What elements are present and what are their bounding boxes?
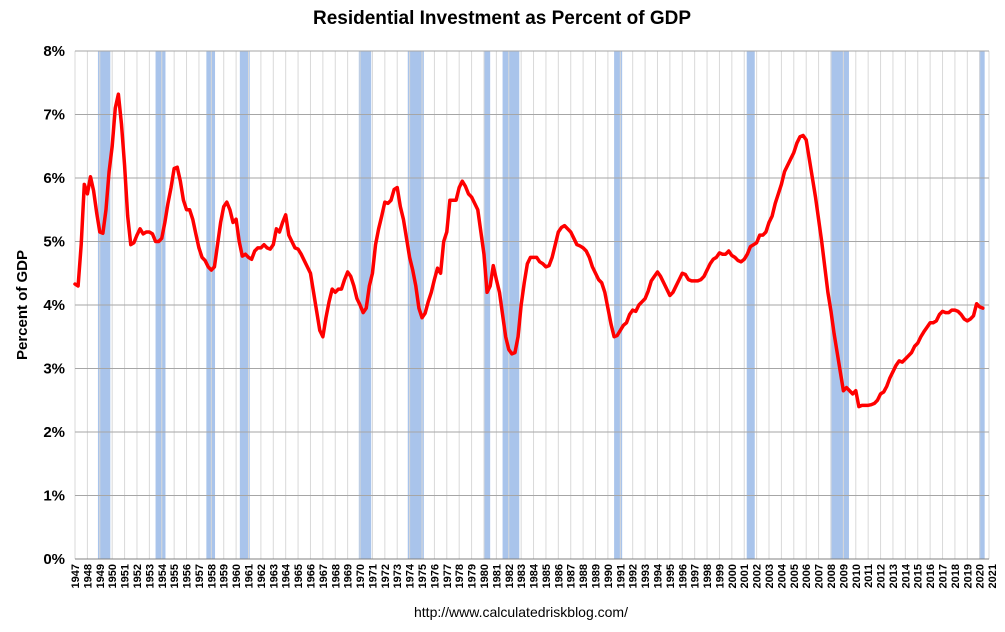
x-tick-label: 1947 xyxy=(70,564,82,588)
source-url: http://www.calculatedriskblog.com/ xyxy=(414,604,628,620)
y-tick-label: 2% xyxy=(43,424,65,441)
y-tick-label: 6% xyxy=(43,170,65,187)
x-tick-label: 2012 xyxy=(876,564,888,588)
x-tick-label: 1994 xyxy=(652,563,664,588)
x-tick-label: 1978 xyxy=(454,564,466,588)
x-tick-label: 2016 xyxy=(925,564,937,588)
x-tick-label: 1949 xyxy=(95,564,107,588)
x-tick-label: 1980 xyxy=(479,564,491,588)
y-tick-label: 8% xyxy=(43,43,65,60)
y-tick-label: 0% xyxy=(43,551,65,568)
x-tick-label: 1953 xyxy=(144,564,156,588)
x-tick-label: 1995 xyxy=(665,564,677,588)
x-tick-label: 2009 xyxy=(838,564,850,588)
x-tick-label: 1964 xyxy=(281,563,293,588)
x-tick-label: 1983 xyxy=(516,564,528,588)
x-tick-label: 2010 xyxy=(851,564,863,588)
x-tick-label: 1989 xyxy=(591,564,603,588)
series-line xyxy=(73,92,985,409)
x-tick-label: 2015 xyxy=(913,564,925,588)
x-tick-label: 1950 xyxy=(107,564,119,588)
x-tick-label: 1972 xyxy=(380,564,392,588)
y-tick-labels: 0% 1% 2% 3% 4% 5% 6% 7% 8% xyxy=(43,43,65,568)
data-series xyxy=(73,92,985,409)
x-tick-label: 1952 xyxy=(132,564,144,588)
x-tick-label: 2017 xyxy=(938,564,950,588)
x-tick-label: 1996 xyxy=(677,564,689,588)
x-tick-label: 2011 xyxy=(863,564,875,588)
x-tick-label: 1986 xyxy=(553,564,565,588)
x-tick-label: 1966 xyxy=(305,564,317,588)
x-tick-label: 1993 xyxy=(640,564,652,588)
x-tick-label: 2021 xyxy=(987,564,999,588)
x-tick-label: 1965 xyxy=(293,564,305,588)
x-tick-label: 1956 xyxy=(182,564,194,588)
x-tick-label: 1955 xyxy=(169,564,181,588)
y-tick-label: 7% xyxy=(43,107,65,124)
horizontal-gridlines xyxy=(75,50,989,560)
x-tick-label: 2000 xyxy=(727,564,739,588)
x-tick-label: 1990 xyxy=(603,564,615,588)
x-tick-label: 1971 xyxy=(367,564,379,588)
chart-title: Residential Investment as Percent of GDP xyxy=(313,8,691,29)
x-tick-label: 1992 xyxy=(628,564,640,588)
x-tick-label: 1973 xyxy=(392,564,404,588)
x-tick-label: 1969 xyxy=(343,564,355,588)
x-tick-label: 1991 xyxy=(615,564,627,588)
x-tick-label: 1968 xyxy=(330,564,342,588)
x-tick-label: 2001 xyxy=(739,564,751,588)
x-tick-label: 1967 xyxy=(318,564,330,588)
x-tick-label: 1970 xyxy=(355,564,367,588)
x-tick-label: 1948 xyxy=(82,564,94,588)
x-tick-label: 1977 xyxy=(442,564,454,588)
y-tick-label: 3% xyxy=(43,361,65,378)
x-tick-label: 1976 xyxy=(429,564,441,588)
x-tick-label: 1997 xyxy=(690,564,702,588)
x-tick-label: 1958 xyxy=(206,564,218,588)
x-tick-label: 1981 xyxy=(491,564,503,588)
x-tick-label: 2004 xyxy=(776,563,788,588)
x-tick-label: 2006 xyxy=(801,564,813,588)
x-tick-label: 2014 xyxy=(900,563,912,588)
x-tick-label: 1961 xyxy=(244,564,256,588)
x-tick-label: 2019 xyxy=(962,564,974,588)
x-tick-label: 2013 xyxy=(888,564,900,588)
x-tick-label: 1962 xyxy=(256,564,268,588)
y-axis-label: Percent of GDP xyxy=(14,250,31,360)
x-tick-label: 1998 xyxy=(702,564,714,588)
x-tick-labels: 1947 1948 1949 1950 1951 1952 1953 1954 1955 1956… xyxy=(70,563,999,588)
x-tick-label: 1959 xyxy=(219,564,231,588)
y-tick-label: 1% xyxy=(43,488,65,505)
x-tick-label: 1979 xyxy=(467,564,479,588)
x-tick-label: 2003 xyxy=(764,564,776,588)
x-tick-label: 1987 xyxy=(566,564,578,588)
x-tick-label: 1974 xyxy=(405,563,417,588)
x-tick-label: 2007 xyxy=(814,564,826,588)
x-tick-label: 2008 xyxy=(826,564,838,588)
x-tick-label: 1975 xyxy=(417,564,429,588)
x-tick-label: 1960 xyxy=(231,564,243,588)
x-tick-label: 2005 xyxy=(789,564,801,588)
x-tick-label: 1999 xyxy=(714,564,726,588)
y-tick-label: 4% xyxy=(43,297,65,314)
x-tick-label: 1963 xyxy=(268,564,280,588)
x-tick-label: 1954 xyxy=(157,563,169,588)
x-tick-label: 1984 xyxy=(529,563,541,588)
x-tick-label: 1988 xyxy=(578,564,590,588)
x-tick-label: 1957 xyxy=(194,564,206,588)
x-tick-label: 1982 xyxy=(504,564,516,588)
x-tick-label: 1951 xyxy=(120,564,132,588)
x-tick-label: 2002 xyxy=(752,564,764,588)
x-tick-label: 1985 xyxy=(541,564,553,588)
y-tick-label: 5% xyxy=(43,234,65,251)
x-tick-label: 2020 xyxy=(975,564,987,588)
x-tick-label: 2018 xyxy=(950,564,962,588)
